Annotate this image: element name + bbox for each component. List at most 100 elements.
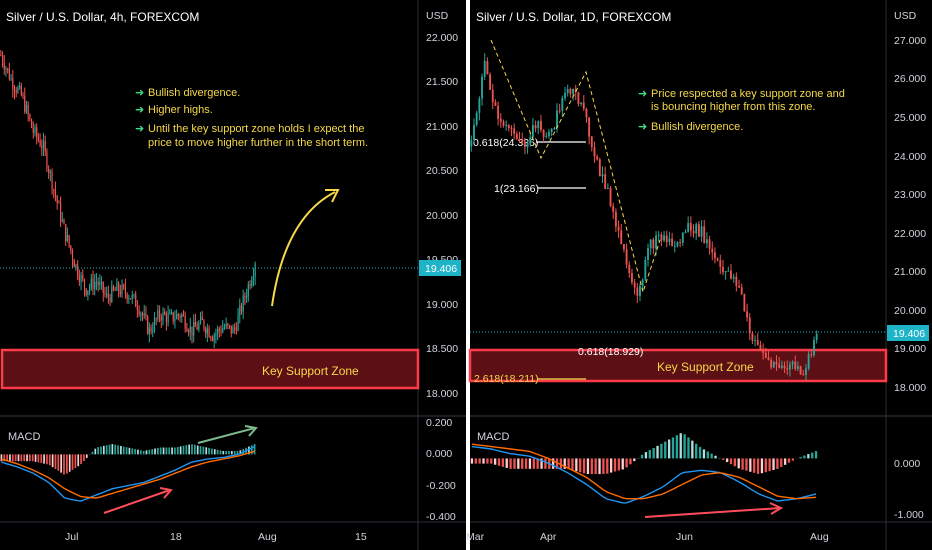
candle-body bbox=[612, 205, 615, 212]
candle-body bbox=[767, 357, 770, 360]
candle-body bbox=[606, 187, 609, 189]
candle-body bbox=[815, 333, 818, 340]
right-unit-label: USD bbox=[894, 10, 917, 22]
right-time-axis: Mar Apr Jun Aug bbox=[466, 531, 829, 543]
candle-body bbox=[711, 248, 714, 253]
macd-signal-line bbox=[471, 443, 817, 500]
candle-body bbox=[41, 146, 43, 149]
candle-body bbox=[598, 159, 601, 177]
candle-body bbox=[596, 156, 599, 160]
candle-body bbox=[740, 287, 743, 295]
candle-body bbox=[689, 222, 692, 231]
candle-body bbox=[205, 328, 207, 334]
candle-body bbox=[569, 89, 572, 94]
candle-body bbox=[181, 314, 183, 318]
candle-body bbox=[548, 132, 550, 137]
candle-body bbox=[738, 285, 740, 288]
candle-body bbox=[211, 338, 214, 341]
candle-body bbox=[558, 110, 561, 112]
candle-body bbox=[235, 328, 237, 331]
candle-body bbox=[652, 239, 655, 249]
candle-body bbox=[647, 248, 649, 260]
candle-body bbox=[138, 310, 140, 315]
candle-body bbox=[232, 327, 234, 334]
left-price-axis: 22.000 21.500 21.000 20.500 20.000 19.50… bbox=[426, 32, 458, 400]
candle-body bbox=[778, 364, 781, 368]
candle-body bbox=[145, 313, 147, 317]
right-divergence-line bbox=[644, 507, 781, 518]
right-price-tick: 18.000 bbox=[894, 382, 926, 394]
right-price-tick: 27.000 bbox=[894, 35, 926, 47]
note-bullet-icon: ➜ bbox=[135, 123, 144, 135]
candle-body bbox=[756, 339, 759, 345]
candle-body bbox=[186, 328, 188, 332]
candle-body bbox=[663, 235, 666, 241]
candle-body bbox=[193, 321, 195, 336]
candle-body bbox=[580, 102, 583, 104]
candle-body bbox=[22, 95, 24, 97]
right-price-tick: 20.000 bbox=[894, 305, 926, 317]
candle-body bbox=[48, 168, 50, 173]
candle-body bbox=[100, 281, 103, 283]
left-price-tick: 20.500 bbox=[426, 165, 458, 177]
candle-body bbox=[499, 118, 502, 122]
right-price-tick: 23.000 bbox=[894, 189, 926, 201]
candle-body bbox=[486, 60, 489, 75]
candle-body bbox=[679, 242, 682, 244]
right-time-tick: Mar bbox=[466, 531, 485, 543]
candle-body bbox=[671, 238, 674, 247]
right-macd-axis: 0.000 -1.000 bbox=[894, 458, 924, 521]
candle-body bbox=[158, 310, 161, 318]
candle-body bbox=[3, 62, 5, 70]
candle-body bbox=[133, 294, 135, 296]
right-price-axis: 27.000 26.000 25.000 24.000 23.000 22.00… bbox=[894, 35, 926, 394]
candle-body bbox=[497, 105, 500, 119]
candle-body bbox=[249, 284, 251, 287]
candle-body bbox=[169, 312, 171, 314]
candle-body bbox=[75, 264, 77, 268]
candle-body bbox=[684, 232, 687, 234]
candle-body bbox=[735, 276, 738, 286]
candle-body bbox=[234, 327, 236, 329]
candle-body bbox=[56, 196, 58, 203]
fib-label: 0.618(18.929) bbox=[578, 346, 643, 358]
candle-body bbox=[78, 276, 80, 282]
candle-body bbox=[805, 368, 807, 376]
candle-body bbox=[15, 90, 17, 93]
candle-body bbox=[673, 246, 676, 248]
candle-body bbox=[123, 284, 125, 287]
candle-body bbox=[802, 374, 805, 376]
candle-body bbox=[135, 294, 137, 307]
left-last-price-tag bbox=[419, 260, 461, 276]
left-macd-tick: -0.400 bbox=[426, 511, 456, 523]
candle-body bbox=[85, 288, 87, 296]
left-note: Bullish divergence. bbox=[148, 87, 240, 99]
candle-body bbox=[748, 317, 751, 334]
candle-body bbox=[152, 330, 154, 332]
candle-body bbox=[32, 127, 34, 133]
candle-body bbox=[24, 95, 26, 112]
candle-body bbox=[639, 285, 641, 296]
candle-body bbox=[697, 224, 700, 237]
candle-body bbox=[83, 279, 86, 289]
candle-body bbox=[751, 333, 754, 341]
candle-body bbox=[703, 226, 706, 244]
candle-body bbox=[788, 364, 791, 370]
candle-body bbox=[246, 295, 248, 298]
candle-body bbox=[529, 137, 532, 143]
candle-body bbox=[515, 133, 518, 140]
candle-body bbox=[126, 293, 128, 300]
candle-body bbox=[655, 235, 657, 249]
candle-body bbox=[764, 352, 767, 358]
fib-label: 2.618(18.211) bbox=[474, 373, 539, 385]
candle-body bbox=[95, 281, 98, 283]
candle-body bbox=[203, 320, 205, 329]
candle-body bbox=[36, 127, 38, 137]
candle-body bbox=[49, 171, 51, 173]
candle-body bbox=[7, 68, 9, 70]
candle-body bbox=[109, 297, 111, 302]
candle-body bbox=[118, 282, 120, 292]
candle-body bbox=[478, 98, 481, 113]
candle-body bbox=[179, 315, 181, 318]
left-price-tick: 18.500 bbox=[426, 343, 458, 355]
